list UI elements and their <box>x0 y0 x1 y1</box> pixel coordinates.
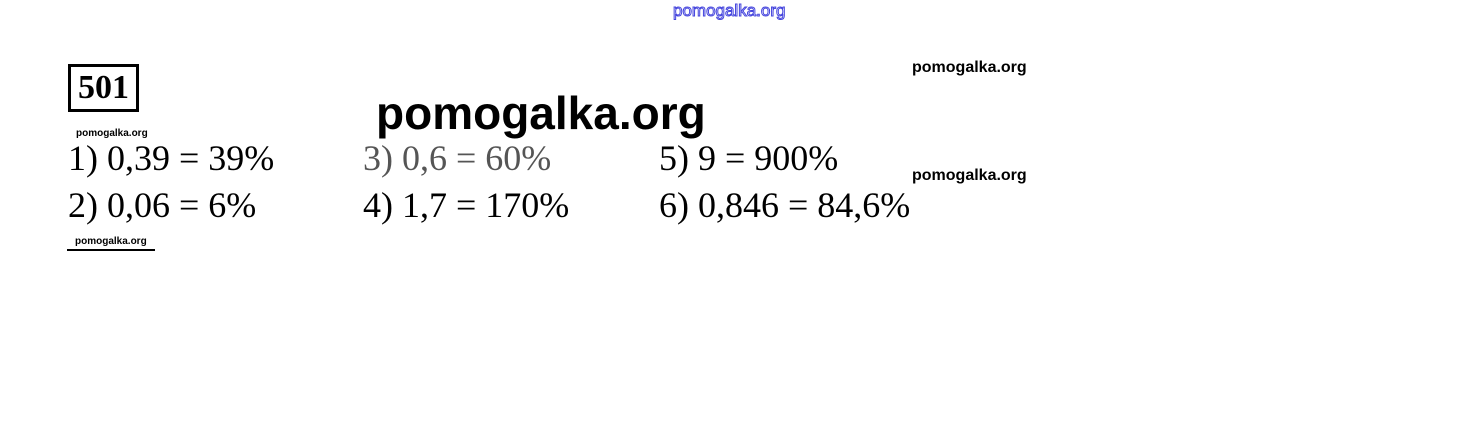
answer-5: 5) 9 = 900% <box>659 138 839 178</box>
watermark-right-2: pomogalka.org <box>912 167 1027 184</box>
answer-4: 4) 1,7 = 170% <box>363 185 570 225</box>
watermark-small-1: pomogalka.org <box>76 128 148 139</box>
answer-3: 3) 0,6 = 60% <box>363 138 552 178</box>
answer-2: 2) 0,06 = 6% <box>68 185 257 225</box>
problem-number: 501 <box>68 64 139 112</box>
watermark-top: pomogalka.org <box>672 1 786 21</box>
watermark-large: pomogalka.org <box>376 87 706 139</box>
watermark-small-2: pomogalka.org <box>67 236 155 251</box>
watermark-right-1: pomogalka.org <box>912 59 1027 76</box>
answer-1: 1) 0,39 = 39% <box>68 138 275 178</box>
answer-6: 6) 0,846 = 84,6% <box>659 185 911 225</box>
